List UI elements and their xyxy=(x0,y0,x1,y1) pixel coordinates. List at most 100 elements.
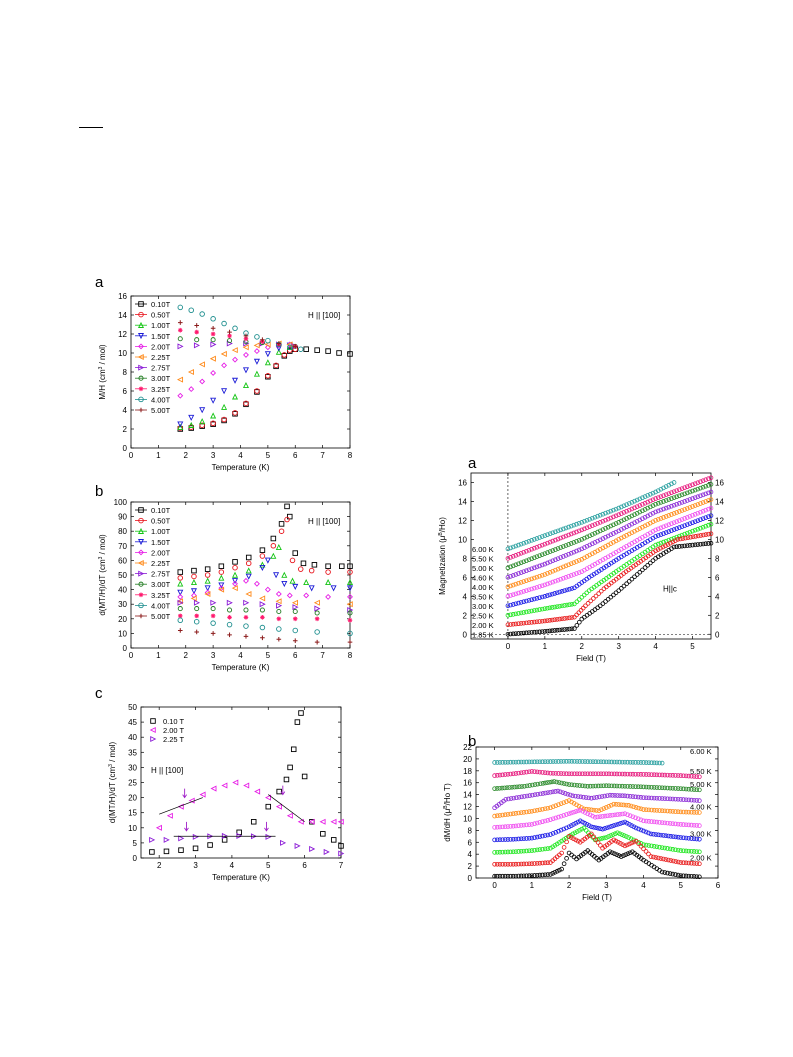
data-point xyxy=(691,836,697,842)
data-point xyxy=(540,860,545,866)
data-point xyxy=(177,803,184,810)
data-point xyxy=(659,869,665,875)
data-point xyxy=(684,498,690,503)
x-tick-label: 8 xyxy=(348,451,353,460)
tangent-line xyxy=(268,794,305,823)
y-tick-label: 2 xyxy=(463,611,468,620)
data-point xyxy=(665,846,670,851)
data-point xyxy=(505,824,511,829)
data-point xyxy=(567,626,572,632)
data-point xyxy=(513,836,519,842)
data-point xyxy=(689,860,694,866)
data-point xyxy=(199,407,206,414)
data-point xyxy=(642,565,648,570)
data-point xyxy=(619,535,624,541)
data-point xyxy=(346,585,354,592)
data-point xyxy=(558,545,563,550)
data-point xyxy=(598,843,603,848)
data-point xyxy=(502,862,508,867)
data-point xyxy=(532,792,538,798)
data-point xyxy=(273,362,279,369)
data-point xyxy=(542,872,548,878)
data-point xyxy=(574,539,579,544)
legend-label: 0.10T xyxy=(151,506,171,515)
data-point xyxy=(606,834,611,839)
data-point xyxy=(558,813,564,819)
data-point xyxy=(635,784,641,790)
data-point xyxy=(636,841,641,846)
temperature-label: 1.85 K xyxy=(472,630,494,639)
data-point xyxy=(632,498,637,504)
data-point xyxy=(640,495,645,501)
data-point xyxy=(668,834,674,839)
y-tick-label: 4 xyxy=(123,406,128,415)
data-point xyxy=(627,771,633,777)
data-point xyxy=(686,773,692,779)
data-point xyxy=(638,827,644,833)
data-point xyxy=(243,351,249,358)
y-axis-label: d(MT/H)/dT (cm3 / mol) xyxy=(108,742,117,824)
data-point xyxy=(559,850,564,856)
data-point xyxy=(553,830,559,835)
data-point xyxy=(537,563,542,569)
data-point xyxy=(547,549,553,554)
data-point xyxy=(553,567,558,573)
data-point xyxy=(670,821,676,826)
data-point xyxy=(507,785,512,790)
data-point xyxy=(524,539,529,545)
data-point xyxy=(606,771,612,777)
data-point xyxy=(673,847,678,853)
x-tick-label: 0 xyxy=(129,451,134,460)
y-tick-label: 80 xyxy=(118,527,127,536)
data-point xyxy=(678,773,684,778)
data-point xyxy=(531,596,537,602)
data-point xyxy=(347,351,353,357)
data-point xyxy=(577,828,582,833)
series-1.50T xyxy=(177,342,293,428)
legend: 0.10 T2.00 T2.25 T xyxy=(149,717,185,744)
data-point xyxy=(582,783,588,789)
data-point xyxy=(232,356,238,363)
series-0.50T xyxy=(177,346,299,431)
data-point xyxy=(508,564,513,570)
data-point xyxy=(582,771,588,777)
data-point xyxy=(204,590,211,598)
data-point xyxy=(687,489,693,495)
data-point xyxy=(547,531,553,537)
temperature-label: 2.50 K xyxy=(472,611,494,620)
data-point xyxy=(243,340,250,347)
plot-frame xyxy=(470,472,712,640)
data-point xyxy=(592,607,598,612)
data-point xyxy=(624,524,629,530)
data-point xyxy=(558,576,563,582)
data-point xyxy=(552,591,557,596)
data-point xyxy=(188,421,195,428)
data-point xyxy=(671,480,677,485)
data-point xyxy=(606,783,612,789)
data-point xyxy=(668,540,673,546)
data-point xyxy=(561,575,566,581)
data-point xyxy=(697,774,702,780)
data-point xyxy=(667,808,673,814)
data-point xyxy=(314,347,320,353)
data-point xyxy=(210,412,217,419)
data-point xyxy=(599,836,605,841)
data-point xyxy=(674,526,680,531)
y-tick-label: 6 xyxy=(123,387,128,396)
x-tick-label: 3 xyxy=(604,881,609,890)
data-point xyxy=(649,784,654,790)
data-point xyxy=(661,531,666,536)
data-point xyxy=(634,572,640,577)
data-point xyxy=(500,849,505,855)
data-point xyxy=(678,809,684,815)
data-point xyxy=(677,518,682,523)
data-point xyxy=(590,759,596,764)
data-point xyxy=(210,337,216,343)
data-point xyxy=(708,505,714,511)
legend-marker xyxy=(138,581,144,587)
data-point xyxy=(561,826,567,832)
data-point xyxy=(616,505,621,511)
data-point xyxy=(569,771,575,777)
data-point xyxy=(663,857,669,862)
